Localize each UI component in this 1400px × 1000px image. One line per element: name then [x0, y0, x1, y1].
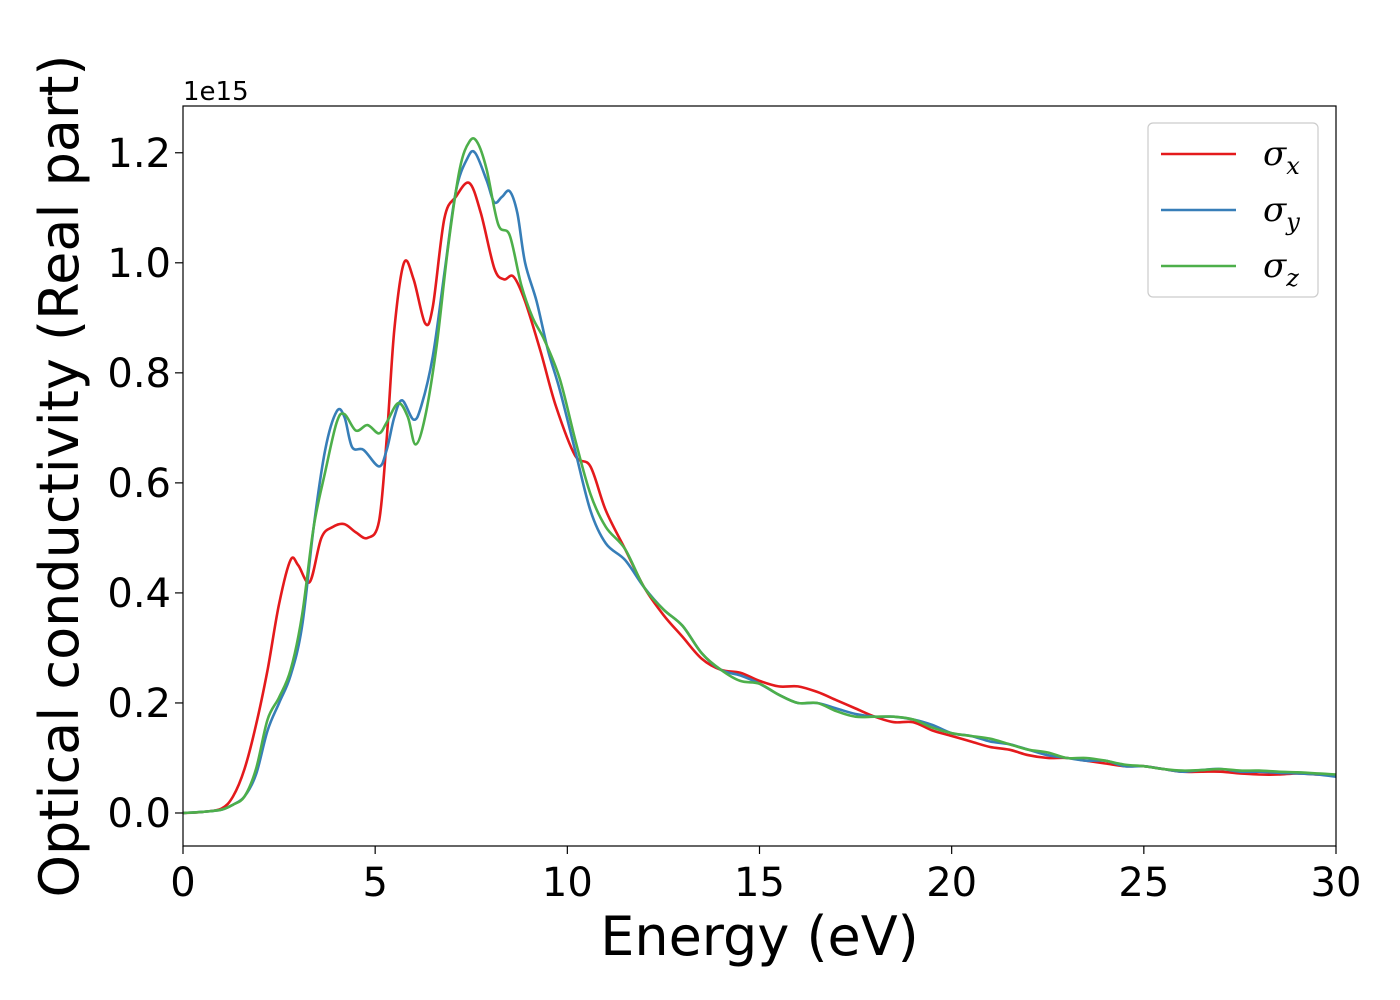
series-line-y [182, 149, 1337, 815]
x-tick-label: 25 [1118, 860, 1169, 906]
y-tick-label: 1.0 [107, 241, 171, 287]
y-tick-label: 0.6 [107, 461, 171, 507]
y-axis-ticks: 0.0 0.2 0.4 0.6 0.8 1.0 1.2 [107, 131, 183, 837]
legend-label-y: σy [1263, 190, 1300, 236]
y-tick-label: 1.2 [107, 131, 171, 177]
x-tick-label: 15 [734, 860, 785, 906]
y-offset-text: 1e15 [183, 77, 249, 107]
series-layer [182, 137, 1337, 815]
x-axis-label: Energy (eV) [600, 905, 919, 968]
x-tick-label: 0 [170, 860, 195, 906]
y-tick-label: 0.4 [107, 571, 171, 617]
x-tick-label: 20 [926, 860, 977, 906]
y-axis-label: Optical conductivity (Real part) [28, 55, 91, 898]
series-line-z [182, 137, 1337, 815]
y-tick-label: 0.2 [107, 681, 171, 727]
legend-label-x: σx [1263, 134, 1300, 180]
x-tick-label: 30 [1311, 860, 1362, 906]
x-axis-ticks: 0 5 10 15 20 25 30 [170, 846, 1361, 906]
x-tick-label: 5 [362, 860, 387, 906]
x-tick-label: 10 [542, 860, 593, 906]
y-tick-label: 0.8 [107, 351, 171, 397]
y-tick-label: 0.0 [107, 791, 171, 837]
legend: σx σy σz [1147, 122, 1319, 298]
legend-label-z: σz [1263, 246, 1299, 292]
